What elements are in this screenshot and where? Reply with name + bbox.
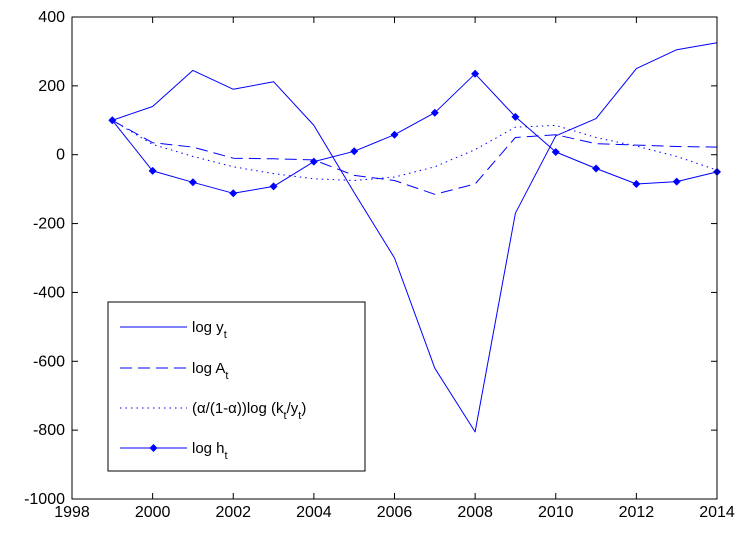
x-tick-label: 2004 <box>296 504 332 521</box>
data-point-log-h <box>108 116 117 125</box>
y-tick-label: -800 <box>33 422 65 439</box>
data-point-log-h <box>511 112 520 121</box>
series-line-log-a <box>112 119 718 195</box>
series-line-capital-output <box>112 119 718 181</box>
legend-box <box>107 301 366 472</box>
series-line-log-y <box>112 42 718 433</box>
legend-label-log-y-sub: t <box>224 329 227 341</box>
legend-label-log-h: log ht <box>192 440 228 462</box>
data-point-log-h <box>148 166 157 175</box>
y-tick-label: 0 <box>56 147 65 164</box>
legend-swatch-log-h-marker <box>149 444 158 452</box>
x-tick-labels: 1998 2000 2002 2004 2006 2008 2010 2012 2014 <box>54 504 735 521</box>
legend-label-log-y: log yt <box>192 319 227 341</box>
legend-label-log-a: log At <box>192 360 228 382</box>
x-tick-label: 1998 <box>54 504 90 521</box>
y-tick-label: -200 <box>33 216 65 233</box>
x-tick-label: 2012 <box>619 504 655 521</box>
x-tick-label: 2010 <box>538 504 574 521</box>
legend-label-log-h-main: log h <box>192 440 225 457</box>
y-tick-label: 400 <box>38 9 65 26</box>
data-point-log-h <box>430 108 439 117</box>
y-tick-label: -400 <box>33 284 65 301</box>
data-point-log-h <box>269 182 278 191</box>
y-tick-label: -1000 <box>24 491 65 508</box>
series-line-log-h <box>111 73 718 194</box>
legend-label-capital-output-pre: (α/(1-α))log (k <box>192 400 284 417</box>
legend-label-log-a-main: log A <box>192 360 225 377</box>
data-point-log-h <box>229 189 238 198</box>
legend-label-capital-output-mid: /y <box>287 400 299 417</box>
series-layer <box>108 42 721 433</box>
x-tick-label: 2014 <box>699 504 735 521</box>
data-point-log-h <box>551 147 560 156</box>
axes-box <box>71 16 718 500</box>
y-tick-label: 200 <box>38 78 65 95</box>
data-point-log-h <box>672 177 681 186</box>
legend-label-capital-output-sub1: t <box>284 410 287 422</box>
legend-label-log-a-sub: t <box>225 370 228 382</box>
x-tick-label: 2008 <box>457 504 493 521</box>
data-point-log-h <box>592 164 601 173</box>
legend-label-log-y-main: log y <box>192 319 224 336</box>
data-point-log-h <box>188 178 197 187</box>
data-point-log-h <box>390 130 399 139</box>
legend-label-capital-output-post: ) <box>301 400 306 417</box>
legend-label-log-h-sub: t <box>225 450 228 462</box>
data-point-log-h <box>471 69 480 78</box>
legend: log yt log At (α/(1-α))log (kt/yt) log h… <box>107 301 366 472</box>
data-point-log-h <box>350 147 359 156</box>
legend-label-capital-output: (α/(1-α))log (kt/yt) <box>192 400 306 422</box>
x-tick-label: 2006 <box>377 504 413 521</box>
data-point-log-h <box>632 179 641 188</box>
data-point-log-h <box>309 157 318 166</box>
x-tick-label: 2000 <box>135 504 171 521</box>
y-tick-label: -600 <box>33 353 65 370</box>
legend-label-capital-output-sub2: t <box>298 410 301 422</box>
y-tick-labels: 400 200 0 -200 -400 -600 -800 -1000 <box>24 9 65 508</box>
x-tick-label: 2002 <box>215 504 251 521</box>
